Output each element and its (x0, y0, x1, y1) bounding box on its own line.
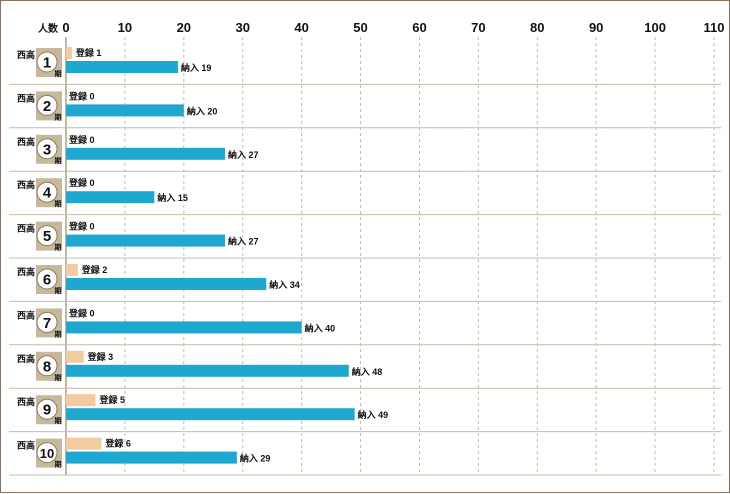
bar-payment (66, 451, 237, 464)
bar-payment (66, 147, 226, 160)
period-suffix: 期 (55, 199, 62, 208)
period-badge-circle (36, 355, 58, 377)
x-tick-label: 100 (644, 20, 666, 35)
period-number: 3 (43, 141, 51, 158)
bar-payment (66, 278, 267, 290)
data-label-payment: 納入 49 (358, 409, 389, 420)
period-badge-circle (36, 94, 58, 116)
period-number: 8 (43, 358, 51, 375)
data-label-payment: 納入 40 (305, 322, 336, 333)
data-label-registration: 登録 0 (68, 177, 95, 188)
data-label-registration: 登録 0 (68, 90, 95, 101)
school-label: 西高 (17, 136, 35, 147)
data-label-registration: 登録 1 (75, 47, 102, 58)
school-label: 西高 (17, 266, 35, 277)
data-label-registration: 登録 6 (104, 438, 131, 449)
period-badge-circle (36, 181, 58, 203)
bar-payment (66, 408, 355, 421)
period-badge-circle (36, 398, 58, 420)
x-tick-label: 0 (62, 20, 69, 35)
period-suffix: 期 (55, 460, 62, 469)
bar-payment (66, 364, 349, 377)
school-label: 西高 (17, 353, 35, 364)
bar-registration (66, 437, 102, 450)
school-label: 西高 (17, 440, 35, 451)
period-number: 10 (40, 446, 54, 461)
bar-payment (66, 321, 302, 334)
x-tick-label: 60 (412, 20, 426, 35)
data-label-payment: 納入 27 (228, 149, 259, 160)
axis-header: 人数 (38, 22, 59, 35)
period-number: 1 (43, 55, 51, 72)
data-label-registration: 登録 2 (81, 264, 108, 275)
school-label: 西高 (17, 309, 35, 320)
period-number: 7 (43, 315, 51, 332)
period-suffix: 期 (55, 286, 62, 295)
period-number: 5 (43, 228, 51, 245)
data-label-payment: 納入 27 (228, 236, 259, 247)
bar-registration (66, 47, 72, 59)
bar-payment (66, 104, 184, 117)
data-label-registration: 登録 0 (68, 221, 95, 232)
data-label-registration: 登録 0 (68, 134, 95, 145)
period-badge-circle (36, 442, 58, 464)
bar-registration (66, 264, 78, 276)
x-tick-label: 50 (353, 20, 367, 35)
period-badge-circle (36, 225, 58, 247)
data-label-payment: 納入 34 (269, 279, 300, 290)
school-label: 西高 (17, 49, 35, 60)
period-number: 2 (43, 98, 51, 115)
x-tick-label: 30 (235, 20, 249, 35)
x-tick-label: 110 (704, 20, 725, 35)
bar-payment (66, 61, 178, 73)
data-label-registration: 登録 5 (98, 394, 125, 405)
data-label-registration: 登録 0 (68, 307, 95, 318)
period-suffix: 期 (55, 416, 62, 425)
period-number: 4 (43, 185, 52, 202)
data-label-payment: 納入 29 (240, 453, 271, 464)
bar-registration (66, 350, 84, 363)
data-label-payment: 納入 19 (181, 62, 212, 73)
bar-payment (66, 191, 155, 204)
data-label-payment: 納入 15 (157, 192, 188, 203)
period-badge-circle (36, 51, 58, 73)
period-number: 6 (43, 272, 51, 289)
period-badge-circle (36, 311, 58, 333)
x-tick-label: 20 (177, 20, 191, 35)
x-tick-label: 90 (589, 20, 603, 35)
period-suffix: 期 (55, 69, 62, 78)
period-suffix: 期 (55, 156, 62, 165)
x-tick-label: 80 (530, 20, 544, 35)
period-suffix: 期 (55, 112, 62, 121)
period-suffix: 期 (55, 243, 62, 252)
x-tick-label: 40 (294, 20, 308, 35)
x-tick-label: 10 (118, 20, 132, 35)
school-label: 西高 (17, 179, 35, 190)
school-label: 西高 (17, 92, 35, 103)
period-badge-circle (36, 138, 58, 160)
bar-registration (66, 394, 96, 407)
data-label-payment: 納入 48 (352, 366, 383, 377)
school-label: 西高 (17, 223, 35, 234)
period-number: 9 (43, 402, 51, 419)
period-badge-circle (36, 268, 58, 290)
period-suffix: 期 (55, 329, 62, 338)
school-label: 西高 (17, 396, 35, 407)
period-suffix: 期 (55, 373, 62, 382)
data-label-payment: 納入 20 (187, 105, 218, 116)
bar-payment (66, 234, 226, 247)
x-tick-label: 70 (471, 20, 485, 35)
data-label-registration: 登録 3 (87, 351, 114, 362)
